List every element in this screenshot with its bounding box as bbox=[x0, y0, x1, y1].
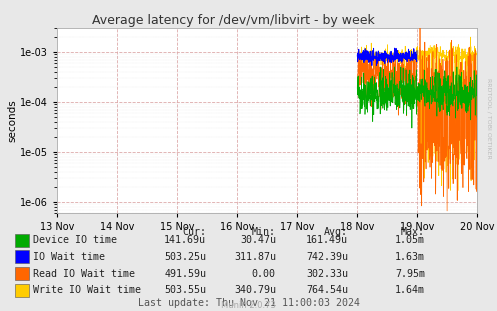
Text: 302.33u: 302.33u bbox=[306, 269, 348, 279]
Text: 1.63m: 1.63m bbox=[395, 252, 425, 262]
Text: Munin 2.0.73: Munin 2.0.73 bbox=[221, 301, 276, 310]
Text: 503.55u: 503.55u bbox=[164, 285, 206, 295]
FancyBboxPatch shape bbox=[15, 267, 29, 280]
Text: 340.79u: 340.79u bbox=[234, 285, 276, 295]
Text: 742.39u: 742.39u bbox=[306, 252, 348, 262]
Text: Cur:: Cur: bbox=[182, 227, 206, 237]
Text: 764.54u: 764.54u bbox=[306, 285, 348, 295]
Text: 491.59u: 491.59u bbox=[164, 269, 206, 279]
Text: RRDTOOL / TOBI OETIKER: RRDTOOL / TOBI OETIKER bbox=[486, 78, 491, 159]
Text: Max:: Max: bbox=[401, 227, 425, 237]
Text: Device IO time: Device IO time bbox=[33, 235, 117, 245]
Text: 161.49u: 161.49u bbox=[306, 235, 348, 245]
Text: Avg:: Avg: bbox=[324, 227, 348, 237]
Text: Write IO Wait time: Write IO Wait time bbox=[33, 285, 141, 295]
Text: Average latency for /dev/vm/libvirt - by week: Average latency for /dev/vm/libvirt - by… bbox=[92, 14, 375, 27]
Text: 1.05m: 1.05m bbox=[395, 235, 425, 245]
FancyBboxPatch shape bbox=[15, 250, 29, 263]
Text: 7.95m: 7.95m bbox=[395, 269, 425, 279]
Text: 141.69u: 141.69u bbox=[164, 235, 206, 245]
Y-axis label: seconds: seconds bbox=[7, 99, 17, 142]
Text: Read IO Wait time: Read IO Wait time bbox=[33, 269, 135, 279]
FancyBboxPatch shape bbox=[15, 234, 29, 247]
Text: 503.25u: 503.25u bbox=[164, 252, 206, 262]
Text: Min:: Min: bbox=[252, 227, 276, 237]
Text: 1.64m: 1.64m bbox=[395, 285, 425, 295]
FancyBboxPatch shape bbox=[15, 284, 29, 297]
Text: 30.47u: 30.47u bbox=[240, 235, 276, 245]
Text: IO Wait time: IO Wait time bbox=[33, 252, 105, 262]
Text: Last update: Thu Nov 21 11:00:03 2024: Last update: Thu Nov 21 11:00:03 2024 bbox=[138, 298, 359, 308]
Text: 311.87u: 311.87u bbox=[234, 252, 276, 262]
Text: 0.00: 0.00 bbox=[252, 269, 276, 279]
